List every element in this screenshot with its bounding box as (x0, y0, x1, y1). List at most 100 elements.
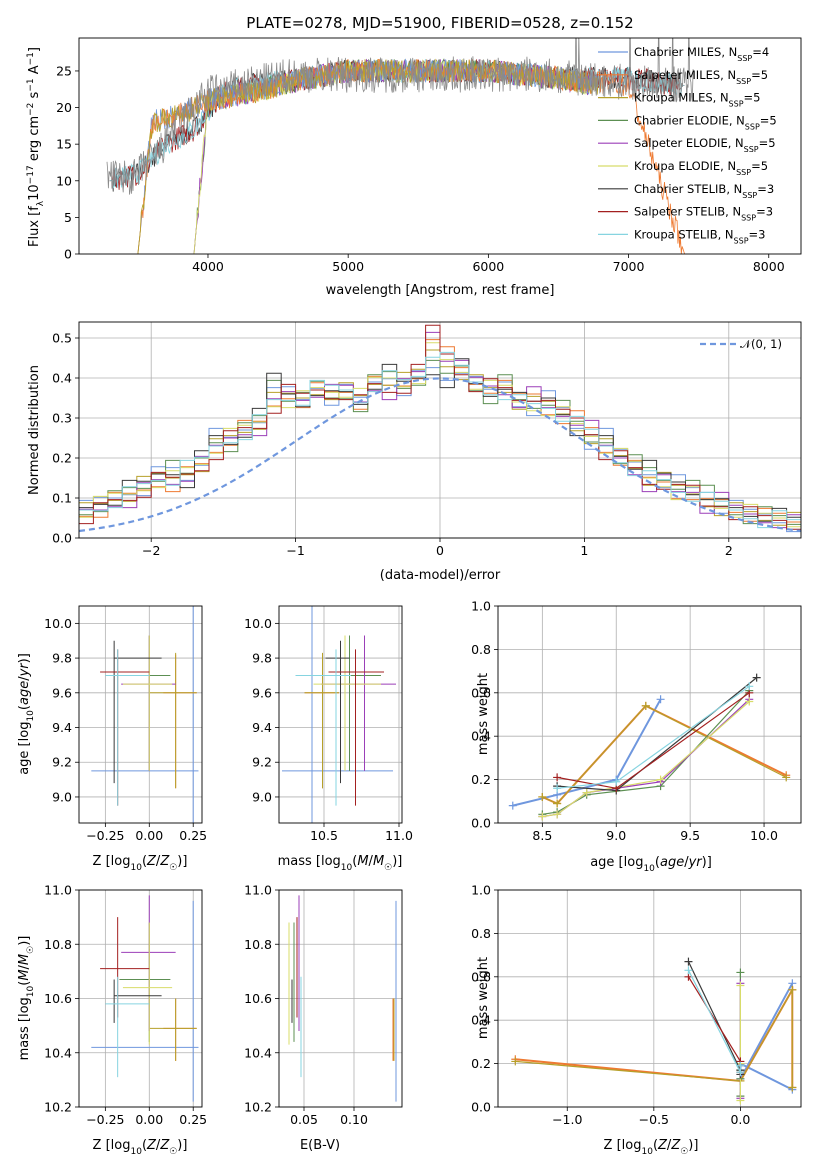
legend-label: Salpeter ELODIE, NSSP=5 (634, 136, 776, 154)
legend-subscript: SSP (736, 76, 751, 85)
legend-subscript: SSP (742, 190, 757, 199)
y-tick-label: 0.1 (52, 491, 72, 506)
y-tick-label: 9.8 (52, 651, 72, 666)
age-vs-mass-panel: 10.5 11.0 9.0 9.2 9.4 9.6 9.8 10.0 (244, 605, 413, 843)
x-tick-label: −1.0 (552, 1112, 582, 1127)
weight-marker (788, 985, 797, 994)
x-tick-label: 7000 (613, 259, 645, 274)
y-tick-label: 10.0 (44, 616, 72, 631)
legend-subscript: SSP (745, 122, 760, 131)
residuals-xlabel: (data-model)/error (380, 568, 501, 583)
y-tick-label: 10 (56, 173, 72, 188)
legend-subscript: SSP (737, 54, 752, 63)
y-tick-label: 0.8 (471, 926, 491, 941)
x-tick-label: −0.25 (86, 828, 124, 843)
residuals-ylabel: Normed distribution (27, 365, 42, 495)
agemass-xlabel: mass [log10(M/M☉)] (278, 854, 403, 873)
y-tick-label: 0.4 (471, 729, 491, 744)
weight-marker (511, 1057, 520, 1066)
weight-marker (553, 799, 562, 808)
age-vs-z-panel: −0.25 0.00 0.25 9.0 9.2 9.4 9.6 9.8 10.0 (44, 605, 207, 843)
y-tick-label: 0.2 (52, 451, 72, 466)
axes-frame (78, 889, 203, 1108)
weight-marker (788, 1083, 797, 1092)
x-tick-label: 11.0 (385, 828, 413, 843)
massz-xlabel: Z [log10(Z/Z☉)] (93, 1138, 188, 1157)
axes-frame (497, 889, 802, 1108)
y-tick-label: 10.2 (44, 1100, 72, 1115)
y-tick-label: 9.2 (52, 755, 72, 770)
massebv-xlabel: E(B-V) (300, 1138, 340, 1153)
weight-marker (612, 777, 621, 786)
agez-xlabel: Z [log10(Z/Z☉)] (93, 854, 188, 873)
y-tick-label: 0.6 (471, 969, 491, 984)
weight-marker (553, 784, 562, 793)
legend-label: Kroupa STELIB, NSSP=3 (634, 227, 765, 245)
spectrum-xlabel: wavelength [Angstrom, rest frame] (326, 283, 555, 298)
y-tick-label: 0.0 (471, 1100, 491, 1115)
y-tick-label: 10.4 (244, 1045, 272, 1060)
x-tick-label: 10.5 (310, 828, 338, 843)
legend-label: Chabrier ELODIE, NSSP=5 (634, 113, 777, 130)
y-tick-label: 10.0 (244, 616, 272, 631)
legend-subscript: SSP (741, 213, 756, 222)
wz-xlabel: Z [log10(Z/Z☉)] (604, 1138, 699, 1157)
spectrum-panel: 4000 5000 6000 7000 8000 0 5 10 15 20 25 (56, 37, 802, 274)
y-tick-label: 0.8 (471, 642, 491, 657)
y-tick-label: 1.0 (471, 883, 491, 898)
spectrum-title: PLATE=0278, MJD=51900, FIBERID=0528, z=0… (246, 14, 633, 32)
weight-marker (582, 788, 591, 797)
y-tick-label: 10.6 (244, 991, 272, 1006)
weight-marker (553, 810, 562, 819)
legend-label: Salpeter STELIB, NSSP=3 (634, 205, 773, 223)
y-tick-label: 9.4 (52, 720, 72, 735)
axes-frame (497, 605, 802, 824)
weight-marker (752, 673, 761, 682)
weight-marker (656, 775, 665, 784)
x-tick-label: 4000 (192, 259, 224, 274)
weight-marker (656, 695, 665, 704)
legend-subscript: SSP (744, 145, 759, 154)
x-tick-label: 0 (436, 543, 444, 558)
y-tick-label: 15 (56, 137, 72, 152)
y-tick-label: 10.8 (244, 937, 272, 952)
y-tick-label: 0.0 (471, 816, 491, 831)
x-tick-label: 1 (580, 543, 588, 558)
y-tick-label: 10.4 (44, 1045, 72, 1060)
weight-marker (736, 1061, 745, 1070)
mass-vs-z-panel: −0.25 0.00 0.25 10.2 10.4 10.6 10.8 11.0 (44, 883, 207, 1128)
x-tick-label: 9.5 (680, 828, 700, 843)
x-tick-label: 0.25 (179, 828, 207, 843)
weight-marker (538, 812, 547, 821)
y-tick-label: 9.0 (52, 789, 72, 804)
y-tick-label: 0.4 (52, 371, 72, 386)
y-tick-label: 0.5 (52, 331, 72, 346)
spectrum-ylabel: Flux [fλ10−17 erg cm−2 s−1 A−1] (26, 47, 46, 247)
y-tick-label: 0.2 (471, 1056, 491, 1071)
weight-marker (538, 792, 547, 801)
weight-marker (736, 1096, 745, 1105)
weight-marker (782, 773, 791, 782)
legend-subscript: SSP (736, 168, 751, 177)
weight-vs-z-panel: −1.0 −0.5 0.0 0.0 0.2 0.4 0.6 0.8 1.0 (471, 883, 802, 1127)
axes-frame (78, 605, 203, 824)
y-tick-label: 0.4 (471, 1013, 491, 1028)
weight-marker (736, 981, 745, 990)
weight-marker (684, 966, 693, 975)
x-tick-label: 0.00 (135, 1112, 163, 1127)
y-tick-label: 20 (56, 100, 72, 115)
x-tick-label: 0.0 (730, 1112, 750, 1127)
x-tick-label: 0.10 (340, 1112, 368, 1127)
legend-label: Salpeter MILES, NSSP=5 (634, 68, 768, 86)
agez-ylabel: age [log10(age/yr)] (17, 653, 36, 775)
x-tick-label: −0.5 (639, 1112, 669, 1127)
observed-spectrum (106, 38, 694, 195)
y-tick-label: 11.0 (44, 883, 72, 898)
y-tick-label: 9.6 (252, 685, 272, 700)
residual-histogram (79, 351, 801, 529)
y-tick-label: 11.0 (244, 883, 272, 898)
x-tick-label: 2 (725, 543, 733, 558)
x-tick-label: 0.00 (135, 828, 163, 843)
y-tick-label: 9.6 (52, 685, 72, 700)
